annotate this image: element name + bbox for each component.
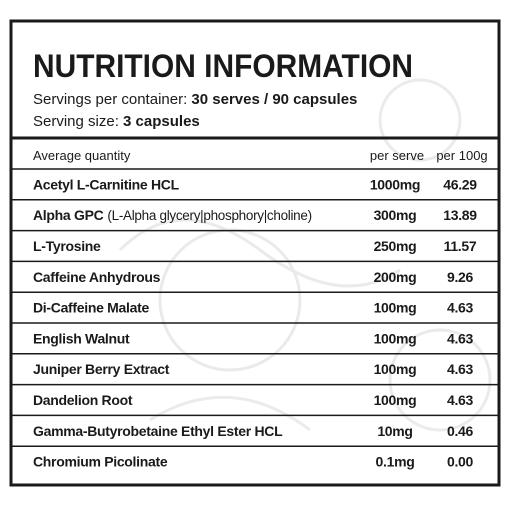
servings-label: Servings per container: <box>33 91 187 108</box>
ingredient: English Walnut <box>33 330 130 346</box>
per-serve: 100mg <box>374 392 417 408</box>
ingredient-name: Acetyl L-Carnitine HCL <box>33 176 180 192</box>
per-100g: 11.57 <box>444 238 477 254</box>
per-serve: 250mg <box>374 238 417 254</box>
per-serve: 200mg <box>374 269 417 285</box>
ingredient: Di-Caffeine Malate <box>33 300 149 316</box>
label-border <box>9 19 501 487</box>
ingredient-name: Juniper Berry Extract <box>33 361 170 377</box>
per-serve: 300mg <box>374 207 417 223</box>
table-rows: Acetyl L-Carnitine HCL 1000mg 46.29 Alpha G… <box>11 168 499 470</box>
ingredient-name: Di-Caffeine Malate <box>33 300 149 316</box>
ingredient: Acetyl L-Carnitine HCL <box>33 176 180 192</box>
ingredient-name: L-Tyrosine <box>33 238 101 254</box>
ingredient: Juniper Berry Extract <box>33 361 170 377</box>
per-100g: 4.63 <box>447 361 474 377</box>
servings-value: 30 serves / 90 capsules <box>191 91 357 108</box>
ingredient-name: Gamma-Butyrobetaine Ethyl Ester HCL <box>33 423 283 439</box>
servings: Servings per container: 30 serves / 90 c… <box>33 91 357 108</box>
per-100g: 4.63 <box>447 392 474 408</box>
ingredient-name: Caffeine Anhydrous <box>33 269 161 285</box>
per-100g: 0.00 <box>447 454 474 470</box>
serving-size: Serving size: 3 capsules <box>33 113 200 130</box>
size-label: Serving size: <box>33 113 119 130</box>
ingredient-name: Dandelion Root <box>33 392 133 408</box>
ingredient-name: English Walnut <box>33 330 130 346</box>
per-serve: 0.1mg <box>376 454 415 470</box>
per-100g: 9.26 <box>447 269 474 285</box>
per-serve: 100mg <box>374 300 417 316</box>
per-100g: 13.89 <box>443 207 477 223</box>
per-100g: 46.29 <box>443 176 477 192</box>
column-header: per 100g <box>436 148 487 163</box>
ingredient: Gamma-Butyrobetaine Ethyl Ester HCL <box>33 423 283 439</box>
per-100g: 4.63 <box>447 300 474 316</box>
per-100g: 4.63 <box>447 330 474 346</box>
per-serve: 1000mg <box>370 176 420 192</box>
column-header: Average quantity <box>33 148 131 163</box>
ingredient-note: (L-Alpha glycery|phosphory|choline) <box>107 208 311 223</box>
per-serve: 100mg <box>374 330 417 346</box>
ingredient: Dandelion Root <box>33 392 133 408</box>
size-value: 3 capsules <box>123 113 200 130</box>
ingredient: Caffeine Anhydrous <box>33 269 161 285</box>
title: NUTRITION INFORMATION <box>33 48 413 84</box>
ingredient-name: Alpha GPC <box>33 207 104 223</box>
ingredient: Alpha GPC (L-Alpha glycery|phosphory|chol… <box>33 207 312 223</box>
per-100g: 0.46 <box>447 423 474 439</box>
per-serve: 10mg <box>377 423 412 439</box>
ingredient-name: Chromium Picolinate <box>33 454 168 470</box>
ingredient: Chromium Picolinate <box>33 454 168 470</box>
column-header: per serve <box>370 148 424 163</box>
background-illustration <box>118 78 492 432</box>
per-serve: 100mg <box>374 361 417 377</box>
ingredient: L-Tyrosine <box>33 238 101 254</box>
